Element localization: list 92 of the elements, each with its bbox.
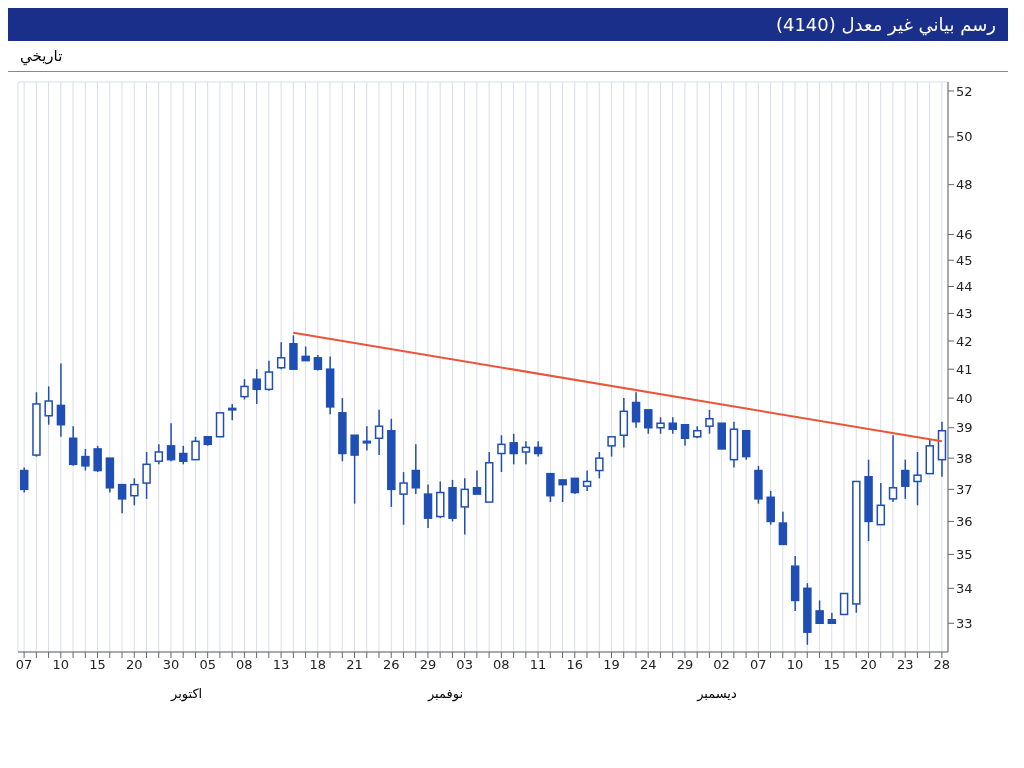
candlestick: [913, 451, 922, 507]
candlestick: [142, 451, 151, 500]
x-tick-label: 08: [236, 657, 253, 673]
candlestick: [19, 466, 29, 494]
candlestick: [264, 359, 274, 392]
x-tick-label: 30: [162, 657, 180, 673]
y-tick-label: 50: [956, 129, 973, 145]
y-tick-label: 37: [956, 481, 973, 497]
candlestick: [166, 422, 176, 462]
x-tick-label: 08: [493, 657, 510, 673]
y-tick-label: 44: [956, 279, 973, 295]
y-tick-label: 42: [956, 333, 973, 349]
candlestick: [705, 409, 714, 435]
x-tick-label: 21: [346, 657, 363, 673]
x-tick-label: 19: [603, 657, 620, 673]
y-tick-label: 48: [956, 177, 973, 193]
x-tick-label: 24: [639, 657, 657, 673]
candlestick: [619, 397, 629, 449]
x-tick-label: 18: [309, 657, 327, 673]
candlestick: [815, 599, 824, 625]
candlestick: [81, 448, 90, 472]
y-tick-label: 39: [956, 420, 973, 436]
y-tick-label: 45: [956, 252, 973, 268]
candlestick: [130, 477, 139, 507]
candlestick: [374, 409, 384, 456]
candlestick: [179, 445, 188, 466]
candlestick: [509, 432, 518, 466]
candlestick: [582, 469, 592, 492]
candlestick: [680, 423, 690, 447]
x-tick-label: 15: [89, 657, 106, 673]
x-tick-label: 11: [529, 657, 547, 673]
candlestick: [546, 472, 555, 503]
chart-subtitle: تاريخي: [8, 41, 1008, 72]
candlestick: [631, 391, 641, 429]
x-tick-label: 29: [419, 657, 437, 673]
x-tick-label: 29: [676, 657, 694, 673]
candlestick: [644, 409, 653, 435]
candlestick: [252, 368, 261, 405]
y-tick-label: 38: [956, 450, 973, 466]
candlestick: [93, 445, 102, 473]
x-tick-label: 16: [566, 657, 584, 673]
chart-title: رسم بياني غير معدل (4140): [8, 8, 1008, 41]
y-tick-label: 43: [956, 306, 973, 322]
candlestick: [876, 482, 886, 526]
candlestick: [240, 378, 249, 401]
y-tick-label: 35: [956, 547, 973, 563]
candlestick: [276, 341, 286, 370]
candlestick: [44, 385, 53, 426]
x-tick-label: 07: [15, 657, 33, 673]
text: نوفمبر: [427, 686, 464, 701]
y-tick-label: 40: [956, 390, 973, 406]
x-tick-label: 07: [750, 657, 767, 673]
candlestick: [497, 434, 506, 473]
x-tick-label: 13: [272, 657, 290, 673]
x-tick-label: 26: [382, 657, 400, 673]
candlestick: [399, 471, 408, 526]
text: ديسمبر: [697, 686, 737, 701]
candlestick: [191, 436, 200, 461]
candlestick: [558, 479, 567, 503]
candlestick: [154, 443, 164, 466]
x-tick-label: 20: [860, 657, 877, 673]
x-tick-label: 20: [125, 657, 143, 673]
candlestick: [460, 477, 469, 536]
candlestick: [350, 434, 359, 505]
x-tick-label: 23: [896, 657, 914, 673]
candlestick: [472, 469, 482, 495]
x-tick-label: 02: [713, 657, 730, 673]
candlestick: [901, 458, 910, 500]
candlestick: [362, 425, 372, 452]
y-tick-label: 36: [956, 514, 973, 530]
candlestick: [607, 436, 616, 458]
candlestick: [117, 483, 127, 515]
x-tick-label: 10: [786, 657, 804, 673]
y-tick-label: 41: [956, 361, 973, 377]
text: اكتوبر: [170, 686, 203, 701]
candlestick: [839, 592, 849, 616]
candlestick: [215, 412, 225, 438]
candlestick: [888, 434, 898, 503]
candlestick: [411, 443, 421, 495]
y-tick-label: 34: [956, 580, 973, 596]
y-tick-label: 46: [956, 227, 973, 243]
x-tick-label: 15: [823, 657, 841, 673]
candlestick: [595, 451, 604, 480]
x-tick-label: 28: [933, 657, 951, 673]
candlestick: [56, 362, 66, 438]
x-tick-label: 03: [456, 657, 473, 673]
y-tick-label: 52: [956, 83, 973, 99]
candlestick: [778, 510, 788, 546]
candlestick: [521, 440, 531, 466]
x-tick-label: 10: [52, 657, 70, 673]
x-tick-label: 05: [199, 657, 216, 673]
y-tick-label: 33: [956, 615, 973, 631]
